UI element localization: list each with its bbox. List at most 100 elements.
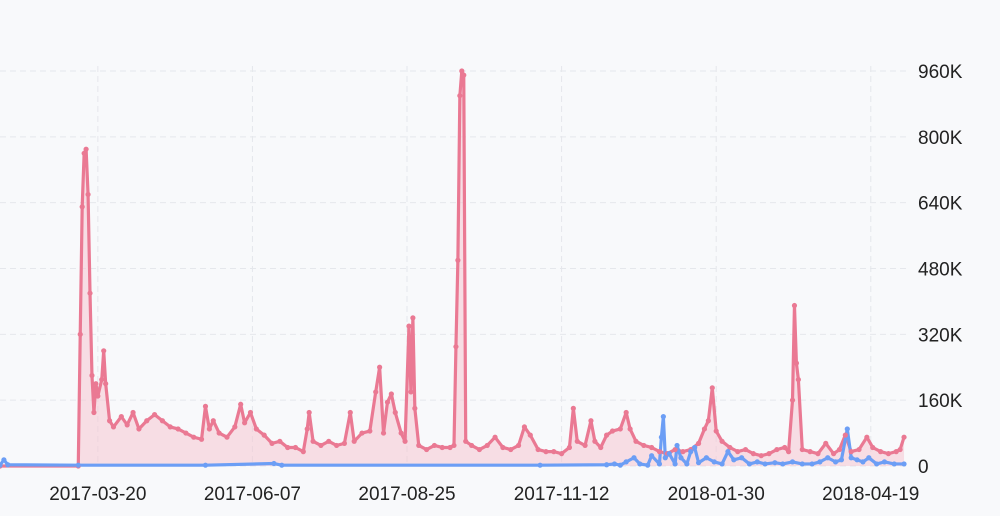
series-blue-point[interactable] [271, 460, 277, 467]
series-pink-point[interactable] [484, 442, 490, 449]
series-blue-point[interactable] [739, 455, 745, 461]
series-pink-point[interactable] [901, 434, 907, 440]
series-pink-point[interactable] [439, 444, 445, 451]
series-blue-point[interactable] [604, 462, 610, 468]
series-blue-point[interactable] [649, 453, 655, 459]
series-pink-point[interactable] [87, 290, 93, 296]
series-blue-point[interactable] [891, 461, 897, 467]
series-pink-point[interactable] [508, 446, 514, 453]
series-blue-point[interactable] [817, 459, 823, 465]
series-pink-point[interactable] [144, 418, 150, 424]
series-pink-point[interactable] [306, 409, 312, 416]
series-pink-point[interactable] [476, 446, 483, 453]
series-pink-point[interactable] [183, 430, 189, 436]
series-pink-point[interactable] [799, 446, 805, 453]
series-blue-point[interactable] [692, 444, 698, 451]
series-pink-point[interactable] [877, 449, 884, 455]
series-blue-point[interactable] [279, 462, 285, 468]
series-pink-point[interactable] [202, 403, 209, 409]
series-pink-point[interactable] [453, 344, 459, 350]
series-blue-point[interactable] [637, 461, 643, 467]
series-pink-point[interactable] [592, 438, 598, 444]
series-pink-point[interactable] [735, 449, 741, 455]
series-pink-point[interactable] [457, 93, 463, 99]
series-blue-point[interactable] [666, 451, 672, 457]
series-blue-point[interactable] [881, 459, 888, 465]
series-pink-point[interactable] [633, 438, 639, 444]
series-blue-point[interactable] [660, 414, 666, 420]
series-pink-point[interactable] [807, 449, 813, 455]
series-pink-point[interactable] [641, 442, 647, 449]
series-pink-point[interactable] [310, 438, 316, 444]
series-blue-point[interactable] [674, 442, 680, 449]
series-blue-point[interactable] [658, 434, 665, 440]
series-pink-point[interactable] [99, 376, 105, 383]
series-blue-point[interactable] [838, 457, 845, 463]
series-pink-point[interactable] [77, 331, 83, 337]
series-pink-point[interactable] [232, 424, 238, 430]
series-pink-point[interactable] [766, 451, 772, 457]
series-pink-point[interactable] [459, 68, 465, 74]
series-pink-point[interactable] [795, 376, 801, 383]
series-pink-point[interactable] [83, 146, 89, 152]
series-pink-point[interactable] [398, 430, 404, 436]
series-blue-point[interactable] [832, 459, 839, 465]
series-pink-point[interactable] [380, 430, 387, 436]
series-pink-point[interactable] [842, 432, 848, 438]
series-pink-point[interactable] [406, 323, 412, 329]
series-pink-point[interactable] [367, 428, 373, 434]
series-pink-point[interactable] [468, 442, 475, 449]
series-pink-point[interactable] [79, 204, 85, 210]
series-pink-point[interactable] [175, 426, 181, 432]
series-blue-point[interactable] [711, 459, 717, 465]
series-pink-point[interactable] [719, 438, 725, 444]
series-pink-point[interactable] [656, 449, 663, 455]
series-pink-point[interactable] [304, 426, 310, 432]
series-blue-point[interactable] [684, 461, 690, 467]
series-blue-point[interactable] [703, 455, 710, 461]
series-pink-point[interactable] [451, 442, 457, 449]
series-pink-point[interactable] [103, 381, 109, 387]
series-blue-point[interactable] [1, 457, 7, 463]
series-blue-point[interactable] [662, 455, 668, 461]
series-pink-point[interactable] [91, 409, 97, 416]
series-pink-point[interactable] [136, 426, 142, 432]
series-pink-point[interactable] [261, 432, 267, 438]
series-pink-point[interactable] [269, 440, 275, 446]
series-blue-point[interactable] [860, 459, 866, 465]
series-pink-point[interactable] [709, 385, 715, 391]
series-blue-point[interactable] [772, 460, 778, 466]
series-blue-point[interactable] [848, 455, 854, 461]
series-pink-point[interactable] [463, 438, 469, 444]
series-pink-point[interactable] [455, 257, 461, 263]
series-pink-point[interactable] [789, 397, 796, 403]
series-blue-point[interactable] [754, 459, 760, 465]
series-pink-point[interactable] [292, 444, 299, 451]
series-blue-point[interactable] [537, 462, 543, 468]
series-blue-point[interactable] [617, 462, 623, 468]
series-pink-point[interactable] [559, 451, 565, 457]
series-pink-point[interactable] [649, 444, 655, 451]
series-pink-point[interactable] [785, 449, 792, 455]
series-pink-point[interactable] [151, 411, 158, 418]
series-pink-point[interactable] [253, 426, 259, 432]
series-pink-point[interactable] [351, 438, 357, 444]
series-blue-point[interactable] [731, 457, 737, 463]
series-blue-point[interactable] [719, 461, 725, 467]
series-pink-point[interactable] [627, 426, 633, 432]
series-pink-point[interactable] [521, 424, 528, 430]
series-pink-point[interactable] [727, 444, 733, 451]
series-pink-point[interactable] [782, 444, 788, 451]
series-pink-point[interactable] [750, 451, 756, 457]
series-pink-point[interactable] [680, 449, 686, 455]
series-pink-point[interactable] [885, 451, 891, 457]
series-pink-point[interactable] [492, 434, 498, 440]
series-pink-point[interactable] [870, 444, 876, 451]
series-blue-point[interactable] [854, 457, 860, 463]
series-pink-point[interactable] [118, 414, 124, 420]
series-pink-point[interactable] [242, 420, 248, 426]
series-blue-point[interactable] [844, 426, 850, 432]
series-pink-point[interactable] [431, 442, 438, 449]
series-blue-point[interactable] [678, 455, 684, 461]
series-pink-point[interactable] [106, 418, 113, 424]
